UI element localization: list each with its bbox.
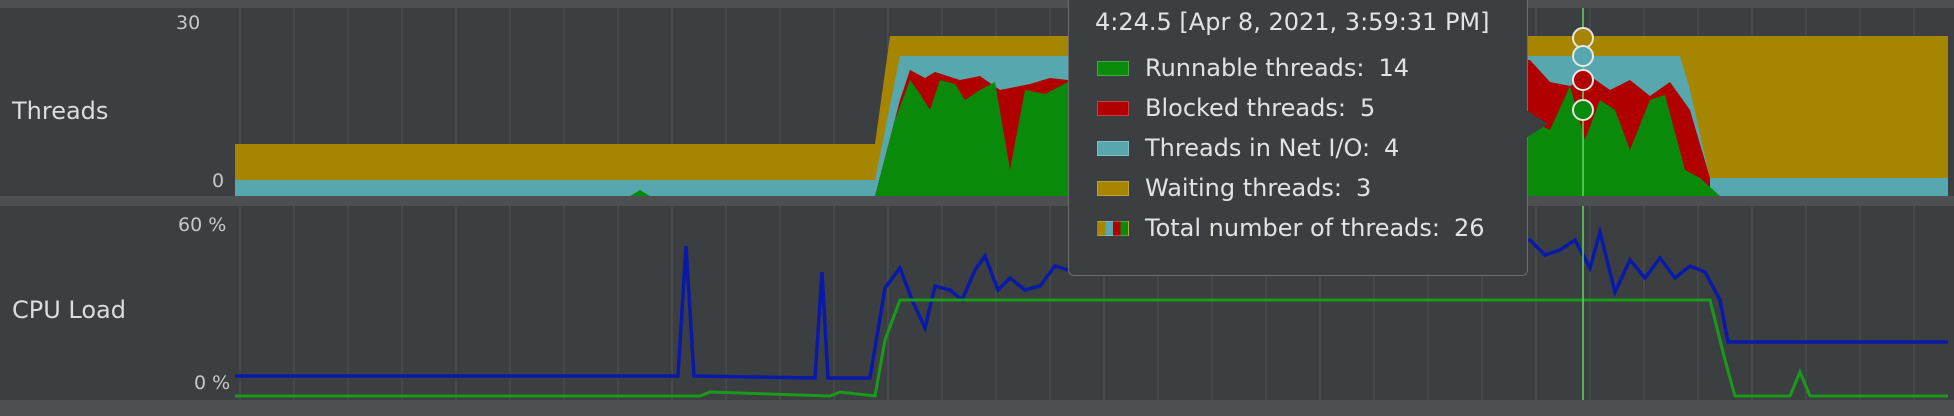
tooltip-row-waiting: Waiting threads: 3	[1097, 168, 1371, 208]
waiting-swatch-icon	[1097, 180, 1129, 196]
blocked-marker	[1572, 69, 1594, 91]
runnable-marker	[1572, 99, 1594, 121]
tooltip-row-value: 5	[1359, 94, 1376, 122]
tooltip-row-net-io: Threads in Net I/O: 4	[1097, 128, 1399, 168]
tooltip-row-value: 3	[1355, 174, 1372, 202]
tooltip-row-value: 4	[1384, 134, 1400, 162]
threads-bottom-scrollbar[interactable]	[0, 196, 1954, 206]
tooltip-row-value: 14	[1378, 54, 1410, 82]
tooltip-row-label: Total number of threads:	[1145, 214, 1440, 242]
runnable-area	[630, 190, 650, 196]
cursor-markers	[1572, 27, 1594, 121]
blocked-swatch-icon	[1097, 100, 1129, 116]
total-threads-swatch-icon	[1097, 220, 1129, 236]
tooltip-row-label: Threads in Net I/O:	[1145, 134, 1371, 162]
tooltip-row-total: Total number of threads: 26	[1097, 208, 1485, 248]
cpu-load-lines	[235, 225, 1948, 398]
net-io-swatch-icon	[1097, 140, 1129, 156]
cpu-bottom-scrollbar[interactable]	[0, 400, 1954, 416]
net-io-marker	[1572, 45, 1594, 67]
gc-line	[235, 298, 1948, 398]
threads-tick-min: 0	[212, 170, 225, 192]
cpu-tick-max: 60 %	[178, 214, 227, 236]
top-border	[0, 0, 1954, 8]
threads-row-label: Threads	[12, 97, 109, 125]
cpu-load-line	[235, 225, 1948, 380]
cpu-row-label: CPU Load	[12, 296, 126, 324]
threads-tooltip: 4:24.5 [Apr 8, 2021, 3:59:31 PM] Runnabl…	[1068, 0, 1528, 276]
tooltip-pointer-icon	[1526, 110, 1548, 138]
threads-tick-max: 30	[176, 12, 201, 34]
tooltip-row-label: Waiting threads:	[1145, 174, 1342, 202]
cpu-chart-panel: CPU Load 60 % 0 %	[0, 210, 1954, 404]
tooltip-row-label: Blocked threads:	[1145, 94, 1346, 122]
tooltip-title: 4:24.5 [Apr 8, 2021, 3:59:31 PM]	[1095, 8, 1490, 36]
runnable-swatch-icon	[1097, 60, 1129, 76]
tooltip-row-label: Runnable threads:	[1145, 54, 1365, 82]
tooltip-row-blocked: Blocked threads: 5	[1097, 88, 1375, 128]
threads-chart-panel: Threads 30 0	[0, 0, 1954, 204]
cpu-tick-min: 0 %	[194, 372, 231, 394]
tooltip-row-value: 26	[1454, 214, 1485, 242]
tooltip-row-runnable: Runnable threads: 14	[1097, 48, 1409, 88]
